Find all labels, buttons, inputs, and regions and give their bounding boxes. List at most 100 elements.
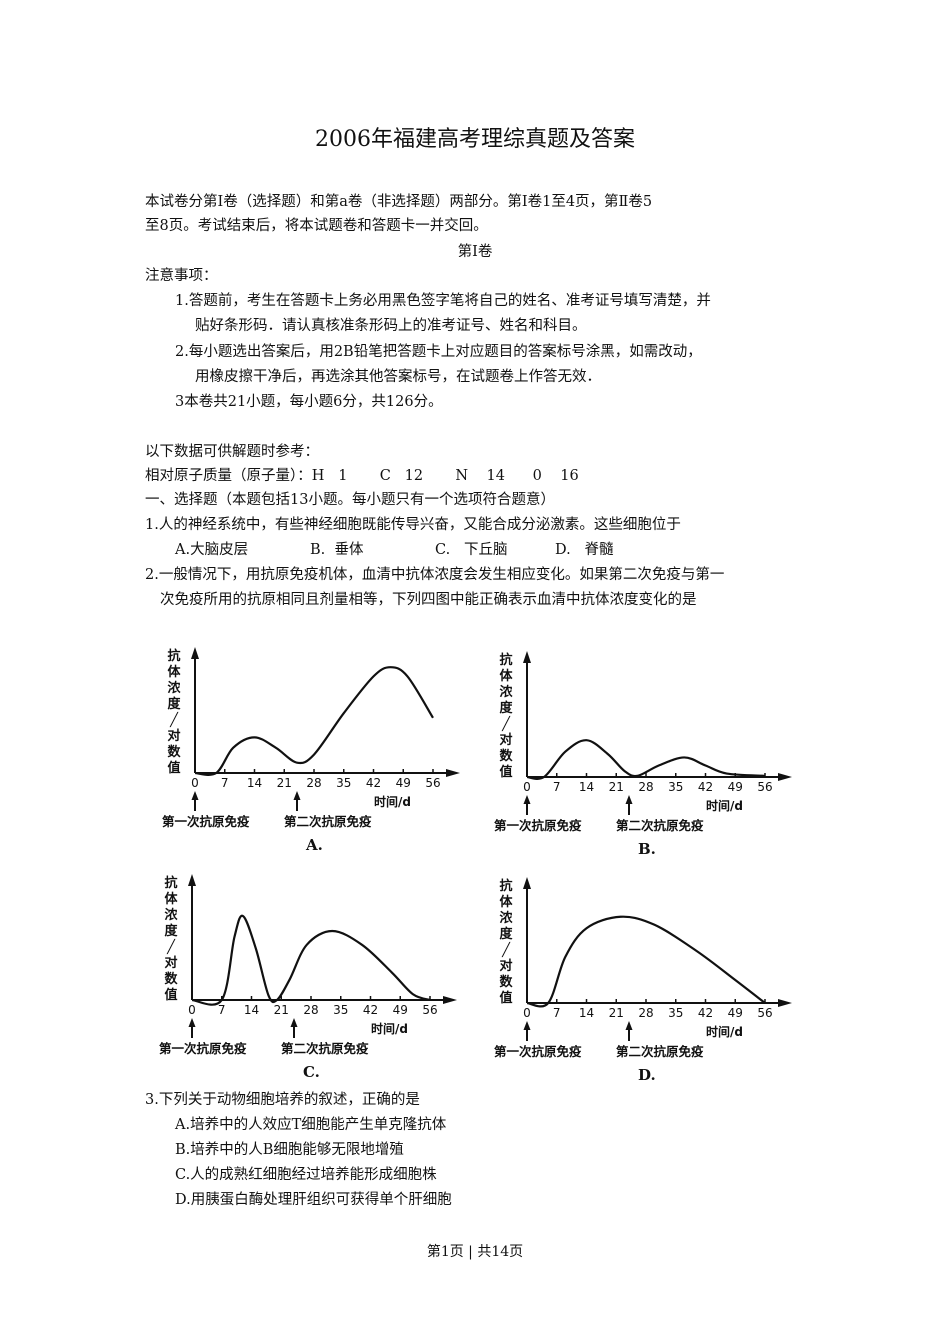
first-immunization-label: 第一次抗原免疫 — [494, 818, 582, 833]
q3-option-a: A.培养中的人效应T细胞能产生单克隆抗体 — [175, 1117, 447, 1133]
notice-item: 1.答题前，考生在答题卡上务必用黑色签字笔将自己的姓名、准考证号填写清楚，并 — [175, 293, 711, 309]
x-tick-label: 35 — [668, 780, 684, 794]
q1-stem: 1.人的神经系统中，有些神经细胞既能传导兴奋，又能合成分泌激素。这些细胞位于 — [145, 517, 681, 533]
x-tick-label: 28 — [306, 776, 322, 790]
q1-option-d: D. 脊髓 — [555, 542, 614, 558]
section-heading: 第Ⅰ卷 — [457, 244, 493, 260]
chart-caption: B. — [638, 840, 656, 858]
x-tick-label: 56 — [757, 1006, 773, 1020]
antibody-curve — [526, 739, 766, 780]
x-tick-label: 49 — [392, 1003, 408, 1017]
q3-stem: 3.下列关于动物细胞培养的叙述，正确的是 — [145, 1092, 420, 1108]
chart-caption: A. — [306, 836, 323, 854]
x-tick-label: 42 — [362, 1003, 379, 1017]
chart-d-plot — [523, 877, 792, 1041]
y-axis-arrow — [523, 651, 531, 663]
q2-stem: 次免疫所用的抗原相同且剂量相等，下列四图中能正确表示血清中抗体浓度变化的是 — [160, 592, 697, 608]
x-axis-arrow — [443, 996, 457, 1004]
x-tick-label: 35 — [333, 1003, 349, 1017]
first-immunization-arrow — [191, 791, 199, 811]
x-tick-label: 28 — [303, 1003, 319, 1017]
chart-caption: D. — [638, 1066, 656, 1084]
second-immunization-arrow — [625, 795, 633, 815]
x-tick-label: 42 — [697, 1006, 714, 1020]
x-tick-label: 42 — [365, 776, 382, 790]
first-immunization-arrow — [188, 1018, 196, 1038]
x-tick-label: 14 — [246, 776, 263, 790]
x-axis-label: 时间/d — [371, 1022, 408, 1036]
chart-c-plot — [188, 874, 457, 1038]
first-immunization-label: 第一次抗原免疫 — [162, 814, 250, 829]
q1-option-a: A.大脑皮层 — [175, 542, 249, 558]
atomic-mass: 相对原子质量（原子量）：H 1 C 12 N 14 0 16 — [145, 468, 579, 484]
x-tick-label: 21 — [608, 780, 624, 794]
notice-item: 3本卷共21小题，每小题6分，共126分。 — [175, 394, 443, 410]
x-axis-arrow — [446, 769, 460, 777]
antibody-curve — [526, 915, 766, 1008]
x-tick-label: 21 — [608, 1006, 624, 1020]
notice-item: 用橡皮擦干净后，再选涂其他答案标号，在试题卷上作答无效． — [195, 369, 601, 385]
notice-heading: 注意事项： — [145, 268, 218, 284]
chart-a-plot — [191, 647, 460, 811]
x-tick-label: 28 — [638, 1006, 654, 1020]
second-immunization-label: 第二次抗原免疫 — [616, 818, 704, 833]
q1-option-c: C. 下丘脑 — [435, 542, 508, 558]
second-immunization-arrow — [293, 791, 301, 811]
chart-b: 抗体浓度╱对数值 0 7 14 21 28 35 42 49 56 时间/d 第一次抗原免疫 第二次抗原… — [492, 649, 802, 864]
q3-option-b: B.培养中的人B细胞能够无限地增殖 — [175, 1142, 404, 1158]
x-axis-label: 时间/d — [706, 1025, 743, 1039]
x-tick-label: 0 — [188, 1003, 196, 1017]
x-tick-label: 0 — [523, 780, 531, 794]
x-tick-label: 28 — [638, 780, 654, 794]
x-tick-label: 35 — [668, 1006, 684, 1020]
x-tick-label: 14 — [243, 1003, 260, 1017]
x-tick-label: 21 — [273, 1003, 289, 1017]
x-tick-label: 7 — [220, 776, 229, 790]
antibody-curve — [191, 914, 431, 1006]
x-axis-label: 时间/d — [374, 795, 411, 809]
x-tick-label: 21 — [276, 776, 292, 790]
x-tick-label: 7 — [552, 780, 561, 794]
x-tick-label: 0 — [523, 1006, 531, 1020]
chart-caption: C. — [303, 1063, 320, 1081]
first-immunization-arrow — [523, 1021, 531, 1041]
x-tick-label: 14 — [578, 780, 595, 794]
second-immunization-arrow — [290, 1018, 298, 1038]
first-immunization-label: 第一次抗原免疫 — [494, 1044, 582, 1059]
x-tick-label: 56 — [422, 1003, 438, 1017]
q2-stem: 2.一般情况下，用抗原免疫机体，血清中抗体浓度会发生相应变化。如果第二次免疫与第… — [145, 567, 725, 583]
second-immunization-label: 第二次抗原免疫 — [281, 1041, 369, 1056]
first-immunization-label: 第一次抗原免疫 — [159, 1041, 247, 1056]
second-immunization-label: 第二次抗原免疫 — [284, 814, 372, 829]
x-tick-label: 14 — [578, 1006, 595, 1020]
x-tick-label: 56 — [757, 780, 773, 794]
chart-b-plot — [523, 651, 792, 815]
notice-item: 2.每小题选出答案后，用2B铅笔把答题卡上对应题目的答案标号涂黑，如需改动， — [175, 344, 702, 360]
q1-option-b: B. 垂体 — [310, 542, 364, 558]
part1-heading: 一、选择题（本题包括13小题。每小题只有一个选项符合题意） — [145, 492, 555, 508]
x-axis-arrow — [778, 999, 792, 1007]
y-axis-label: 抗体浓度╱对数值 — [164, 876, 178, 1003]
second-immunization-arrow — [625, 1021, 633, 1041]
first-immunization-arrow — [523, 795, 531, 815]
chart-c: 抗体浓度╱对数值 0 7 14 21 28 35 42 49 56 时间/d 第一次抗原免疫 第二次抗原… — [157, 872, 467, 1087]
x-tick-label: 0 — [191, 776, 199, 790]
chart-d: 抗体浓度╱对数值 0 7 14 21 28 35 42 49 56 时间/d 第一次抗原免疫 第二次抗原… — [492, 875, 802, 1090]
chart-a: 抗体浓度╱对数值 0 7 14 21 28 35 42 49 56 时间/d 第一次抗原免疫 第二次抗原… — [160, 645, 470, 860]
x-tick-label: 7 — [552, 1006, 561, 1020]
x-tick-label: 49 — [727, 780, 743, 794]
antibody-curve — [194, 666, 434, 776]
notice-item: 贴好条形码．请认真核准条形码上的准考证号、姓名和科目。 — [195, 318, 587, 334]
y-axis-label: 抗体浓度╱对数值 — [499, 879, 513, 1006]
y-axis-label: 抗体浓度╱对数值 — [167, 649, 181, 776]
x-tick-label: 49 — [727, 1006, 743, 1020]
intro-line: 至8页。考试结束后，将本试题卷和答题卡一并交回。 — [145, 218, 488, 234]
x-axis-arrow — [778, 773, 792, 781]
reference-heading: 以下数据可供解题时参考： — [145, 444, 319, 460]
page-footer: 第1页 | 共14页 — [426, 1244, 524, 1260]
x-axis-label: 时间/d — [706, 799, 743, 813]
page-title: 2006年福建高考理综真题及答案 — [315, 127, 635, 152]
x-tick-label: 49 — [395, 776, 411, 790]
x-tick-label: 7 — [217, 1003, 226, 1017]
y-axis-arrow — [523, 877, 531, 889]
